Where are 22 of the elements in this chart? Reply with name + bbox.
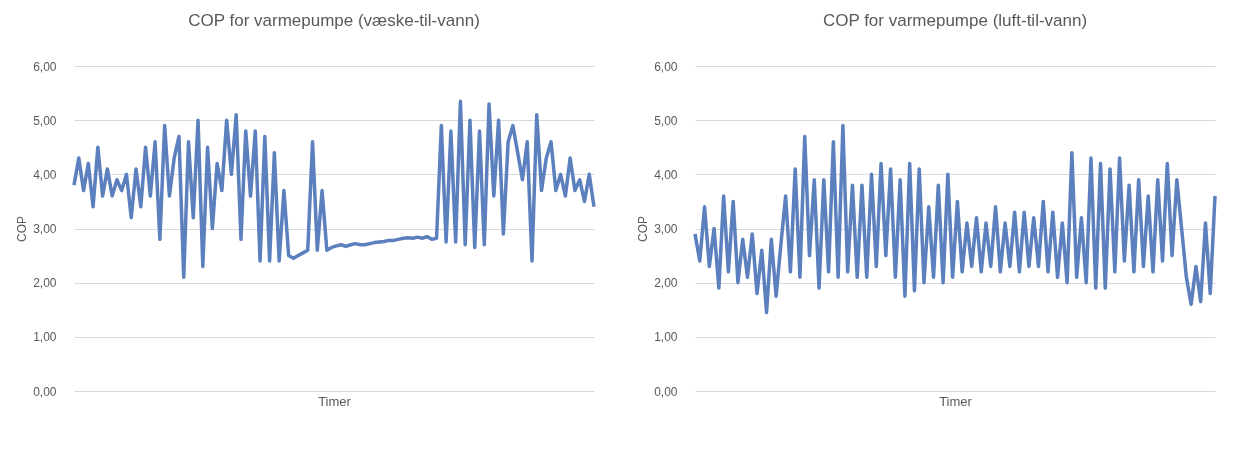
y-tick-label: 6,00 xyxy=(654,59,678,74)
y-tick-label: 1,00 xyxy=(33,330,57,345)
line-series xyxy=(693,123,1217,315)
y-tick-label: 0,00 xyxy=(654,384,678,399)
y-tick-label: 6,00 xyxy=(33,59,57,74)
y-axis-title: COP xyxy=(636,215,651,243)
x-axis-title: Timer xyxy=(939,393,973,409)
y-tick-label: 3,00 xyxy=(33,222,57,236)
chart-title: COP for varmepumpe (væske-til-vann) xyxy=(188,11,480,30)
y-tick-label: 3,00 xyxy=(654,222,678,236)
y-tick-label: 5,00 xyxy=(654,113,678,128)
y-tick-label: 5,00 xyxy=(33,113,57,128)
y-tick-label: 4,00 xyxy=(33,167,57,182)
y-tick-label: 4,00 xyxy=(654,167,678,182)
y-axis-title: COP xyxy=(15,215,30,243)
chart-title: COP for varmepumpe (luft-til-vann) xyxy=(822,11,1088,30)
y-tick-label: 0,00 xyxy=(33,384,57,399)
line-series xyxy=(72,99,596,279)
y-tick-label: 2,00 xyxy=(33,276,57,291)
y-tick-label: 1,00 xyxy=(654,330,678,345)
y-tick-label: 2,00 xyxy=(654,276,678,291)
x-axis-title: Timer xyxy=(318,393,352,409)
